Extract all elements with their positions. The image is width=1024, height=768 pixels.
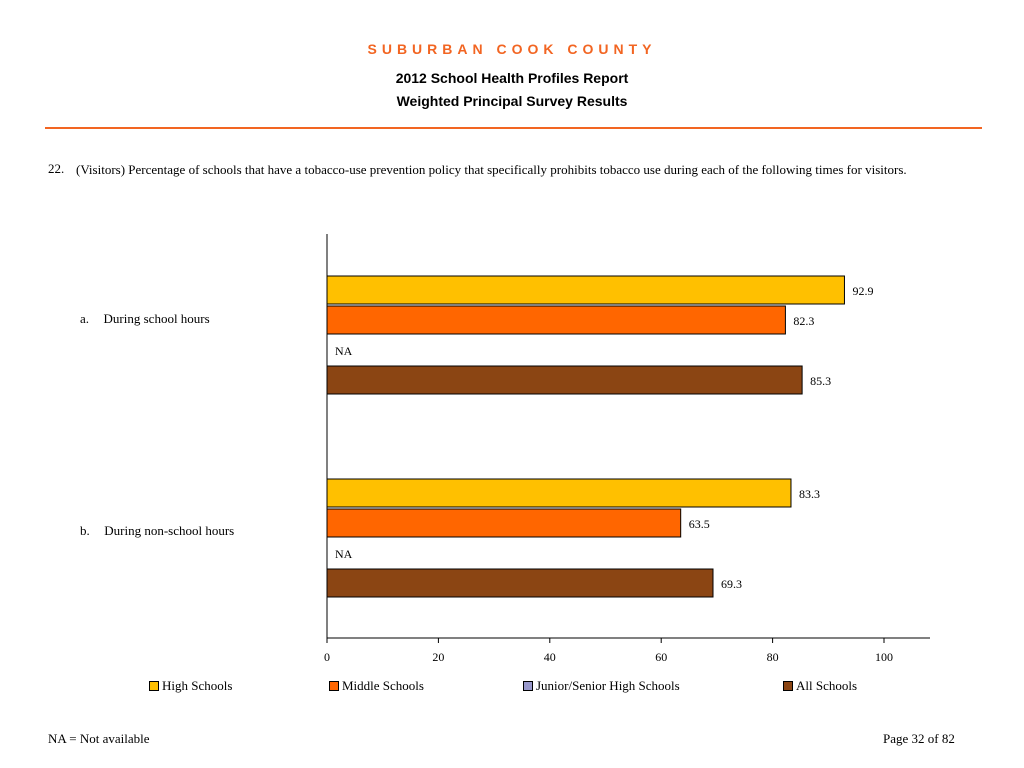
category-name: During school hours — [103, 311, 210, 326]
legend-label: Middle Schools — [342, 678, 424, 693]
footer-note: NA = Not available — [48, 731, 150, 746]
x-tick-label: 80 — [767, 650, 779, 664]
question-text: (Visitors) Percentage of schools that ha… — [76, 162, 907, 177]
bar — [326, 568, 714, 598]
category-label-a: a. During school hours — [80, 311, 210, 327]
bar — [326, 365, 803, 395]
x-tick-label: 60 — [655, 650, 667, 664]
bar — [326, 478, 792, 508]
legend-swatch — [783, 681, 793, 691]
bar-value-label: 63.5 — [689, 517, 710, 531]
legend-label: All Schools — [796, 678, 858, 693]
category-letter: a. — [80, 311, 90, 326]
bar — [326, 275, 845, 305]
report-title: 2012 School Health Profiles Report — [395, 70, 629, 86]
legend-swatch — [523, 681, 533, 691]
x-tick-label: 40 — [544, 650, 556, 664]
bar-value-label: 85.3 — [810, 374, 831, 388]
legend-swatch — [149, 681, 159, 691]
bar-value-label: 83.3 — [799, 487, 820, 501]
legend-swatch — [329, 681, 339, 691]
bar — [326, 305, 786, 335]
bar-value-label: 82.3 — [793, 314, 814, 328]
x-tick-label: 20 — [432, 650, 444, 664]
legend-middle-schools: Middle Schools — [329, 678, 424, 694]
x-tick-label: 0 — [324, 650, 330, 664]
bar-value-label: 92.9 — [852, 284, 873, 298]
x-tick-label: 100 — [875, 650, 893, 664]
bar-value-label: NA — [335, 344, 353, 358]
legend-label: High Schools — [162, 678, 233, 693]
bar-value-label: NA — [335, 547, 353, 561]
bar — [326, 508, 682, 538]
page-number: Page 32 of 82 — [883, 731, 955, 746]
question-number: 22. — [48, 161, 65, 176]
category-label-b: b. During non-school hours — [80, 523, 234, 539]
category-letter: b. — [80, 523, 90, 538]
legend-high-schools: High Schools — [149, 678, 232, 694]
report-subtitle: Weighted Principal Survey Results — [396, 93, 628, 109]
header-divider — [45, 127, 982, 129]
region-title: SUBURBAN COOK COUNTY — [367, 41, 657, 57]
bar-value-label: 69.3 — [721, 577, 742, 591]
legend-label: Junior/Senior High Schools — [536, 678, 680, 693]
category-name: During non-school hours — [104, 523, 235, 538]
legend-junior-senior: Junior/Senior High Schools — [523, 678, 680, 694]
legend-all-schools: All Schools — [783, 678, 857, 694]
